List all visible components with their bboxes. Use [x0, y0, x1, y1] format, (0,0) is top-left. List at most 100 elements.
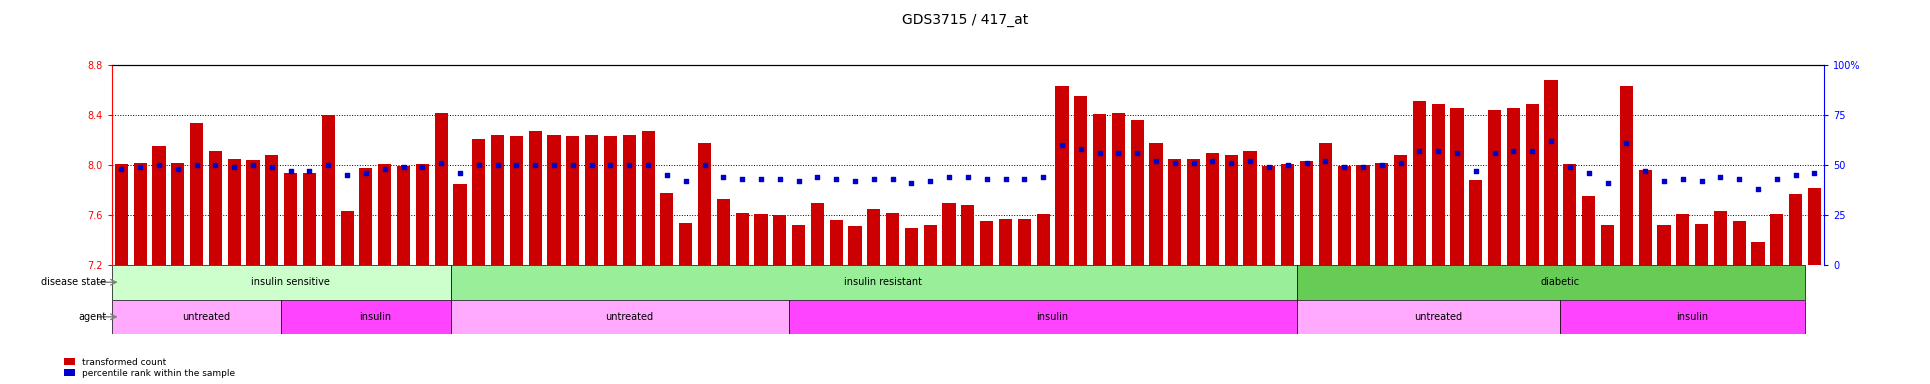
Point — [332, 172, 363, 178]
Bar — [1357, 165, 1370, 265]
Bar — [1226, 155, 1237, 265]
Bar — [208, 151, 222, 265]
Point — [1235, 158, 1266, 164]
Bar — [1751, 243, 1764, 265]
Point — [1177, 160, 1208, 166]
Bar — [1527, 104, 1538, 265]
Bar — [133, 163, 147, 265]
Point — [1121, 150, 1152, 156]
Bar — [1695, 224, 1708, 265]
Bar — [699, 143, 710, 265]
Bar — [282, 300, 450, 334]
Point — [1723, 176, 1754, 182]
Point — [538, 162, 569, 168]
Bar — [1675, 214, 1689, 265]
Bar — [1376, 163, 1388, 265]
Point — [257, 164, 288, 170]
Point — [1366, 162, 1397, 168]
Point — [670, 178, 701, 184]
Point — [1517, 148, 1548, 154]
Point — [143, 162, 174, 168]
Bar — [1469, 180, 1482, 265]
Point — [1554, 164, 1585, 170]
Bar — [1036, 214, 1050, 265]
Point — [1498, 148, 1529, 154]
Bar — [529, 131, 542, 265]
Bar — [1808, 188, 1822, 265]
Point — [689, 162, 720, 168]
Point — [1762, 176, 1793, 182]
Text: untreated: untreated — [181, 312, 230, 322]
Point — [106, 166, 137, 172]
Bar — [1583, 196, 1596, 265]
Bar — [1297, 265, 1805, 300]
Point — [1065, 146, 1096, 152]
Bar — [811, 203, 824, 265]
Text: insulin sensitive: insulin sensitive — [251, 277, 330, 287]
Point — [990, 176, 1021, 182]
Point — [1310, 158, 1341, 164]
Bar — [322, 115, 336, 265]
Point — [1536, 138, 1567, 144]
Point — [764, 176, 795, 182]
Bar — [1000, 219, 1011, 265]
Point — [313, 162, 344, 168]
Point — [1009, 176, 1040, 182]
Point — [1592, 180, 1623, 186]
Bar — [228, 159, 241, 265]
Point — [1648, 178, 1679, 184]
Bar — [565, 136, 579, 265]
Point — [502, 162, 533, 168]
Point — [1779, 172, 1810, 178]
Point — [1386, 160, 1417, 166]
Bar — [585, 135, 598, 265]
Point — [1291, 160, 1322, 166]
Bar — [1639, 170, 1652, 265]
Bar — [1017, 219, 1031, 265]
Bar — [1563, 164, 1577, 265]
Point — [803, 174, 834, 180]
Bar — [867, 209, 880, 265]
Point — [633, 162, 664, 168]
Bar — [114, 164, 127, 265]
Bar — [1413, 101, 1426, 265]
Point — [427, 160, 457, 166]
Point — [1743, 186, 1774, 192]
Point — [463, 162, 494, 168]
Text: untreated: untreated — [606, 312, 654, 322]
Text: insulin: insulin — [1675, 312, 1708, 322]
Point — [934, 174, 965, 180]
Bar — [604, 136, 618, 265]
Bar — [490, 135, 504, 265]
Point — [519, 162, 550, 168]
Bar — [303, 173, 317, 265]
Bar — [1658, 225, 1671, 265]
Text: insulin: insulin — [1036, 312, 1069, 322]
Point — [915, 178, 946, 184]
Bar — [1206, 153, 1220, 265]
Bar — [1243, 151, 1256, 265]
Point — [1704, 174, 1735, 180]
Bar — [510, 136, 523, 265]
Point — [125, 164, 156, 170]
Point — [218, 164, 249, 170]
Bar — [679, 223, 693, 265]
Legend: transformed count, percentile rank within the sample: transformed count, percentile rank withi… — [62, 356, 237, 379]
Point — [293, 168, 324, 174]
Point — [276, 168, 307, 174]
Text: insulin: insulin — [359, 312, 392, 322]
Bar — [961, 205, 975, 265]
Point — [558, 162, 589, 168]
Bar — [1262, 166, 1276, 265]
Bar — [1150, 143, 1162, 265]
Point — [1799, 170, 1830, 176]
Bar — [1714, 211, 1727, 265]
Point — [745, 176, 776, 182]
Point — [577, 162, 608, 168]
Bar — [1619, 86, 1633, 265]
Point — [859, 176, 890, 182]
Bar — [1187, 159, 1200, 265]
Point — [1668, 176, 1698, 182]
Text: agent: agent — [77, 312, 106, 322]
Bar — [415, 164, 428, 265]
